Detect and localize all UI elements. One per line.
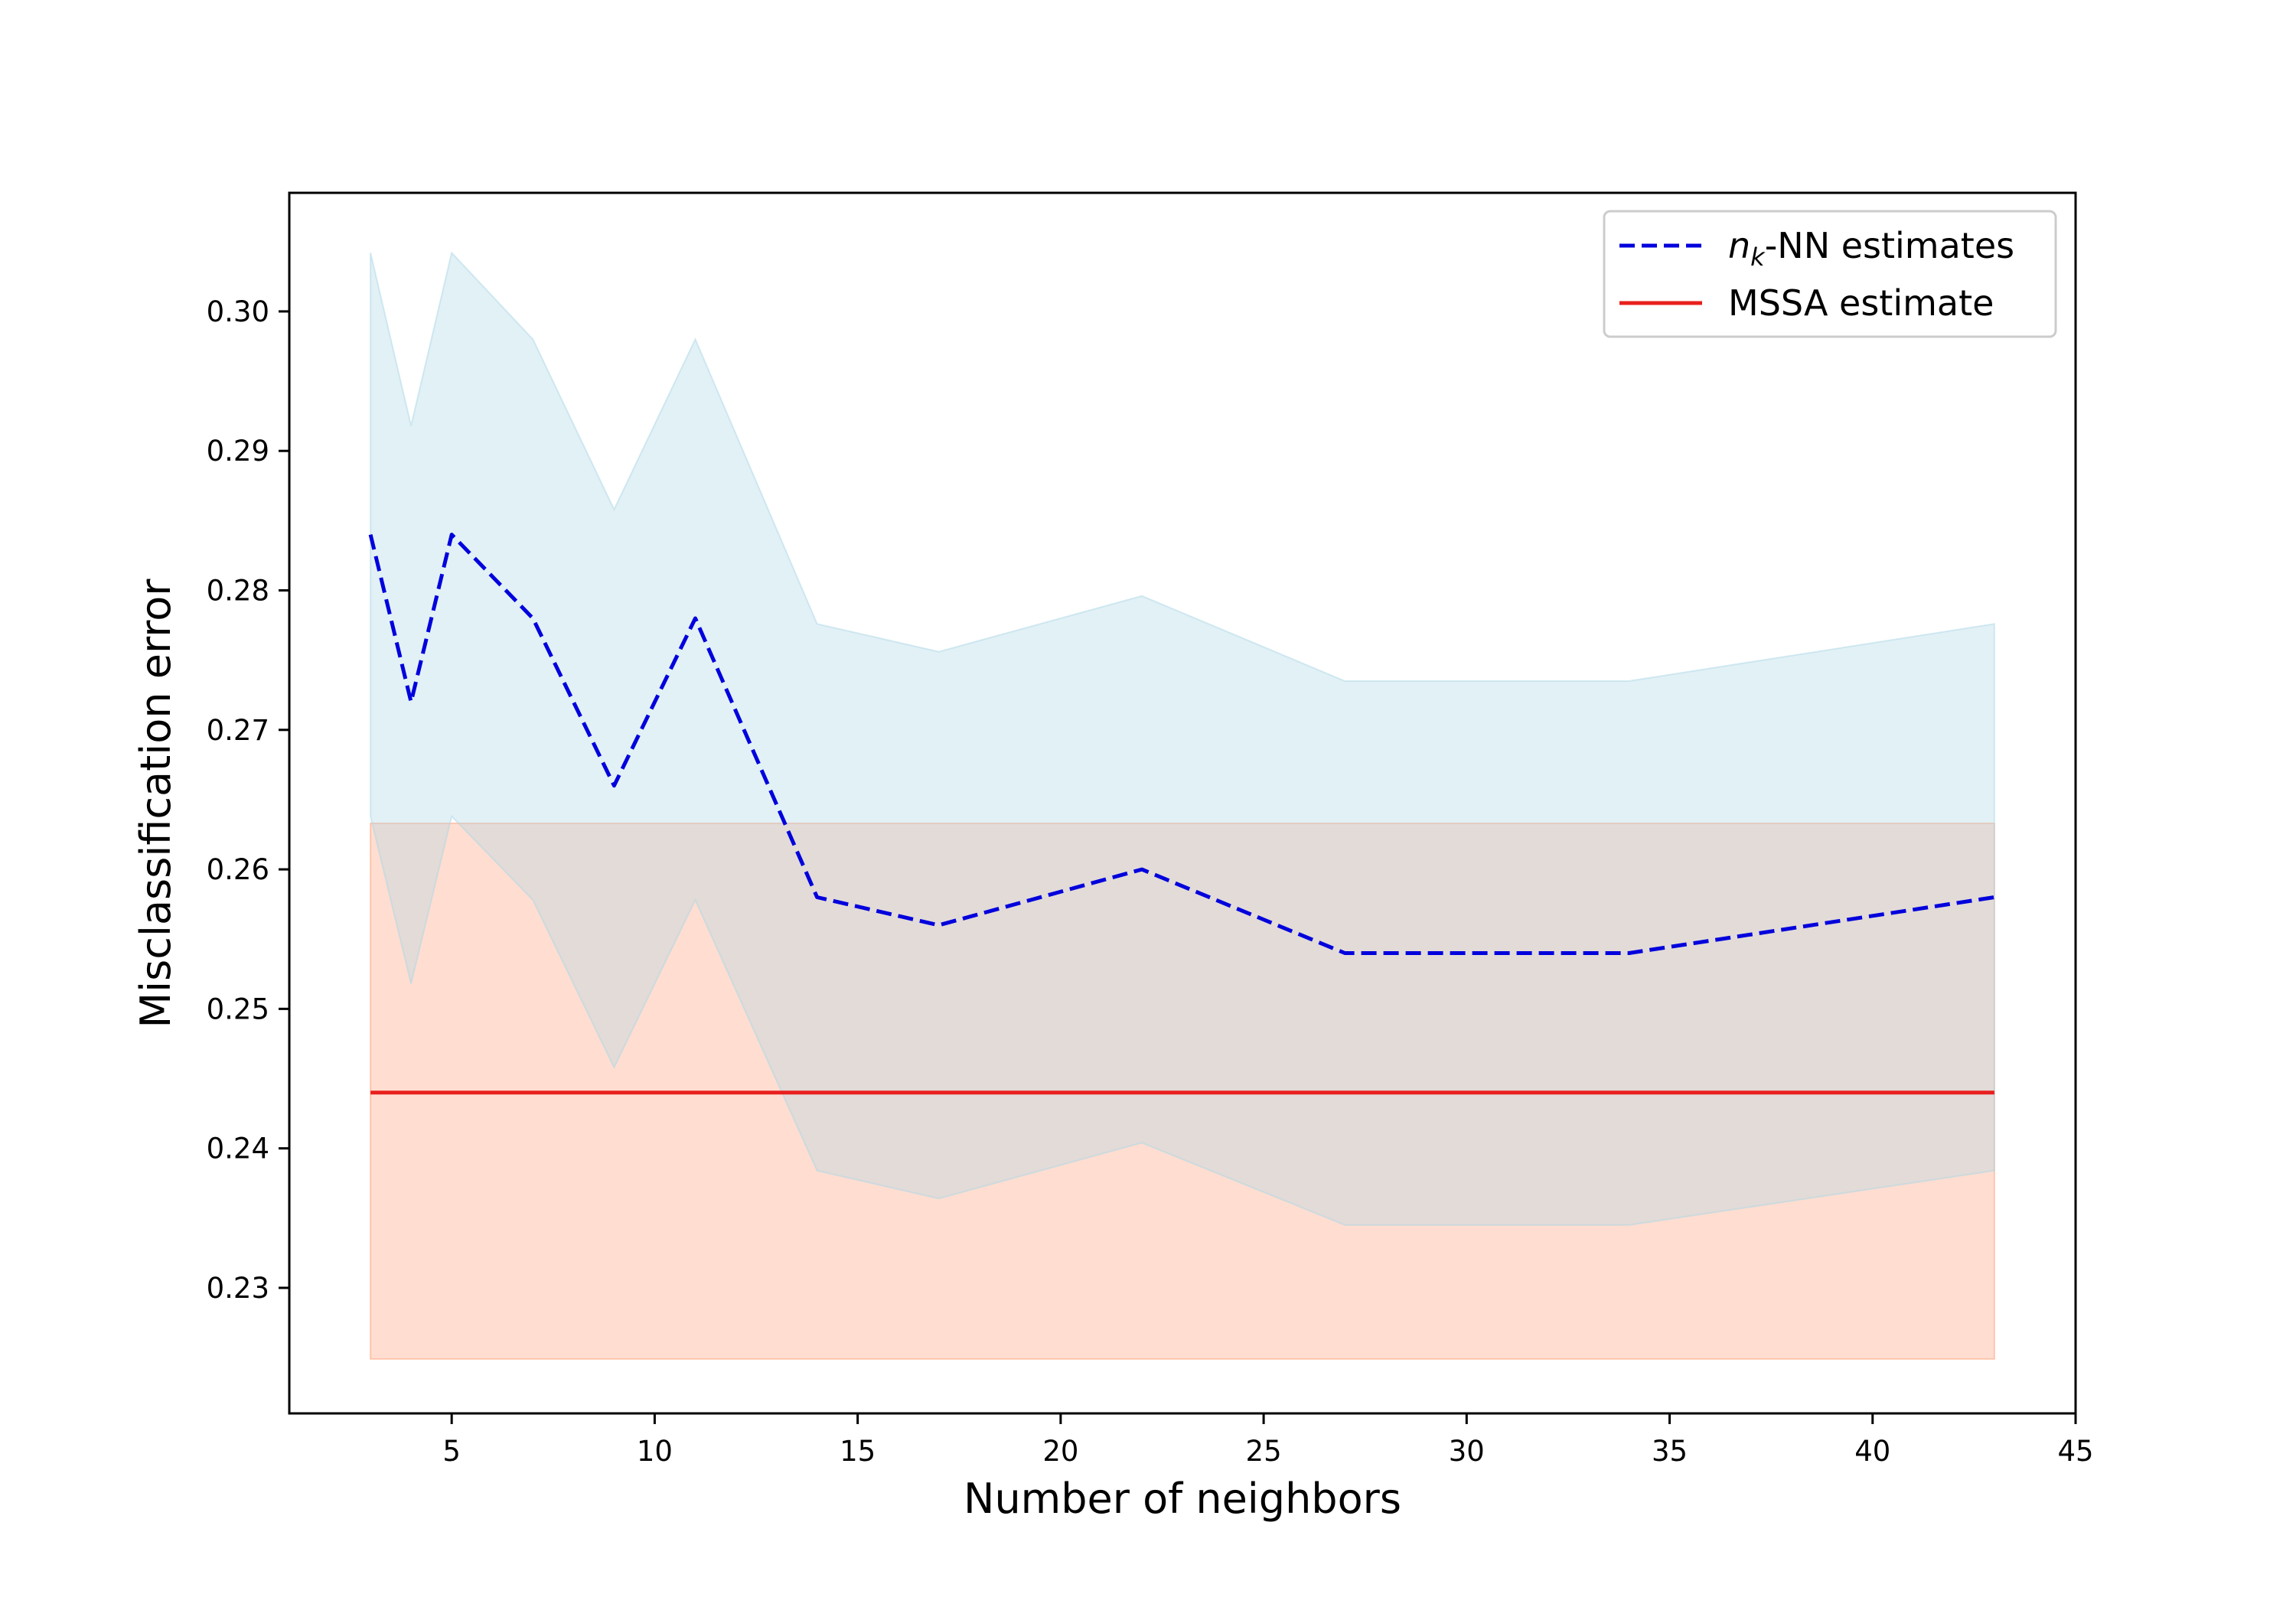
y-tick-label: 0.26 <box>207 853 269 886</box>
x-tick-label: 30 <box>1449 1435 1485 1468</box>
plot-frame <box>288 191 2077 1415</box>
x-axis: 5 10 15 20 25 30 35 40 45 <box>442 1413 2094 1468</box>
x-tick-label: 15 <box>840 1435 876 1468</box>
legend-label-knn-main: n <box>1728 225 1750 266</box>
legend-frame <box>1603 210 2057 338</box>
x-tick-label: 5 <box>442 1435 461 1468</box>
line-series-0 <box>368 533 1995 955</box>
band-series-0 <box>370 251 1995 1226</box>
y-tick-label: 0.28 <box>207 575 269 608</box>
x-tick-label: 20 <box>1042 1435 1078 1468</box>
legend-label-mssa: MSSA estimate <box>1728 282 1994 324</box>
x-tick-label: 45 <box>2057 1435 2093 1468</box>
x-tick-label: 35 <box>1652 1435 1688 1468</box>
y-tick-label: 0.25 <box>207 993 269 1025</box>
y-tick-label: 0.29 <box>207 435 269 468</box>
y-tick-label: 0.27 <box>207 714 269 747</box>
legend-label-knn-rest: -NN estimates <box>1765 225 2014 266</box>
legend-label-knn: nk-NN estimates <box>1728 225 2014 272</box>
x-tick-label: 40 <box>1854 1435 1890 1468</box>
legend-label-knn-sub: k <box>1750 243 1766 272</box>
y-axis-title: Misclassification error <box>132 579 180 1028</box>
y-axis: 0.23 0.24 0.25 0.26 0.27 0.28 0.29 0.30 <box>207 295 289 1305</box>
y-tick-label: 0.30 <box>207 295 269 328</box>
y-tick-label: 0.24 <box>207 1133 269 1165</box>
legend: nk-NN estimates MSSA estimate <box>1603 210 2057 338</box>
series-lines <box>368 533 1995 1095</box>
x-tick-label: 25 <box>1246 1435 1282 1468</box>
x-axis-title: Number of neighbors <box>964 1475 1401 1523</box>
y-tick-label: 0.23 <box>207 1272 269 1305</box>
x-tick-label: 10 <box>637 1435 673 1468</box>
